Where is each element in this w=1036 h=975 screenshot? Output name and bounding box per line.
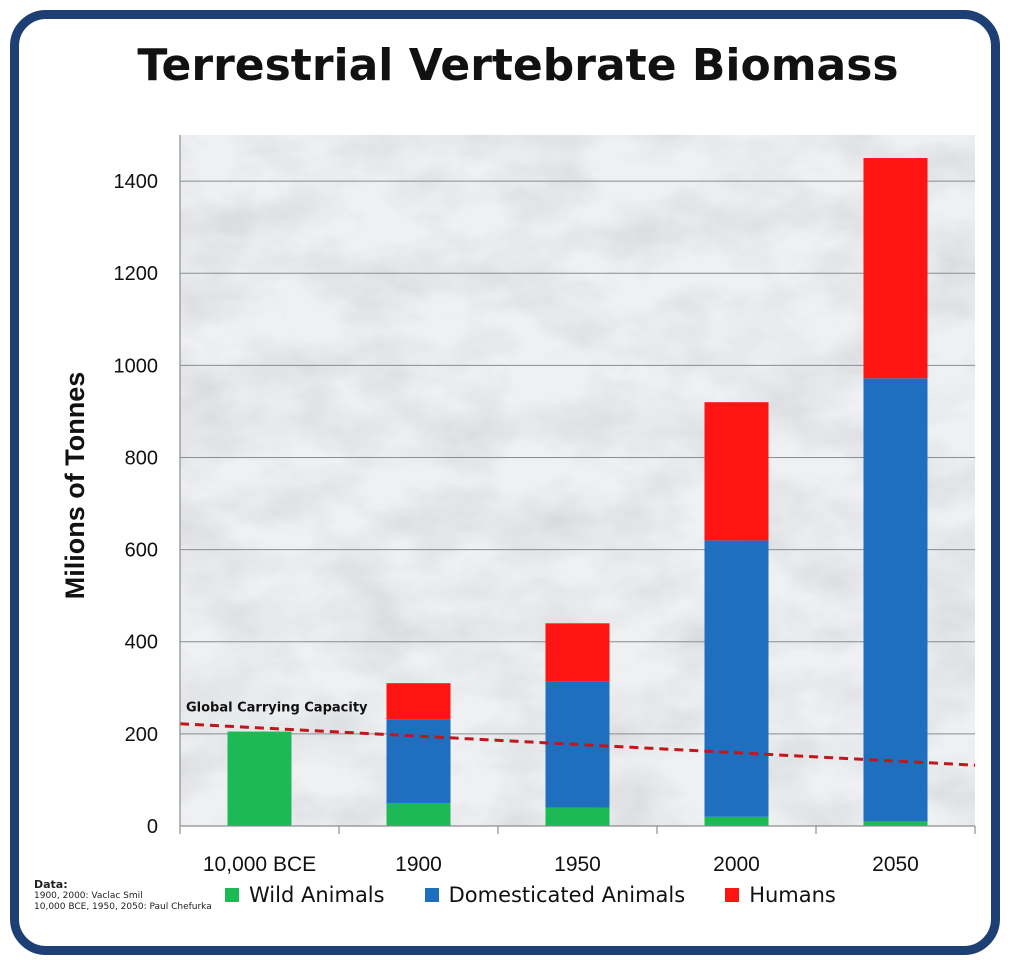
x-tick-label: 10,000 BCE <box>203 853 316 876</box>
legend-swatch-wild-animals <box>225 888 239 902</box>
bar-domesticated-animals <box>704 540 769 817</box>
bar-wild-animals <box>386 802 451 826</box>
y-tick-label: 600 <box>125 540 158 562</box>
y-tick-label: 1200 <box>114 263 159 285</box>
y-tick-label: 0 <box>147 816 158 838</box>
legend-swatch-domesticated-animals <box>424 888 439 902</box>
legend-item-wild-animals: Wild Animals <box>225 883 385 907</box>
bar-wild-animals <box>227 731 292 826</box>
bar-wild-animals <box>545 807 610 826</box>
data-source-heading: Data: <box>34 878 68 891</box>
y-tick-label: 400 <box>125 632 158 654</box>
bar-humans <box>704 402 769 541</box>
x-tick-label: 2000 <box>713 853 760 876</box>
x-tick-label: 2050 <box>872 853 919 876</box>
legend-label-humans: Humans <box>749 883 836 907</box>
bar-humans <box>863 158 928 379</box>
legend-item-humans: Humans <box>725 883 836 907</box>
x-tick-label: 1950 <box>554 853 601 876</box>
bar-domesticated-animals <box>863 378 928 822</box>
chart-title: Terrestrial Vertebrate Biomass <box>137 40 899 91</box>
data-source-line-1: 1900, 2000: Vaclac Smil <box>34 891 143 902</box>
y-tick-label: 1400 <box>114 171 159 193</box>
bar-wild-animals <box>863 821 928 826</box>
carrying-capacity-line <box>179 722 976 767</box>
chart-legend: Wild Animals Domesticated Animals Humans <box>225 883 876 907</box>
data-source-note: Data: 1900, 2000: Vaclac Smil 10,000 BCE… <box>34 878 212 913</box>
legend-item-domesticated-animals: Domesticated Animals <box>424 883 686 907</box>
legend-swatch-humans <box>725 888 740 902</box>
bar-humans <box>386 683 451 720</box>
y-axis-title: Milions of Tonnes <box>60 372 90 599</box>
y-tick-label: 1000 <box>114 355 159 377</box>
bar-domesticated-animals <box>386 719 451 803</box>
data-source-line-2: 10,000 BCE, 1950, 2050: Paul Chefurka <box>34 901 212 912</box>
legend-label-wild-animals: Wild Animals <box>249 883 385 907</box>
bar-humans <box>545 623 610 682</box>
legend-label-domesticated-animals: Domesticated Animals <box>448 883 686 907</box>
y-tick-label: 200 <box>125 724 158 746</box>
carrying-capacity-label: Global Carrying Capacity <box>186 701 368 716</box>
y-tick-label: 800 <box>125 447 158 469</box>
bar-wild-animals <box>704 816 769 826</box>
x-tick-label: 1900 <box>395 853 442 876</box>
